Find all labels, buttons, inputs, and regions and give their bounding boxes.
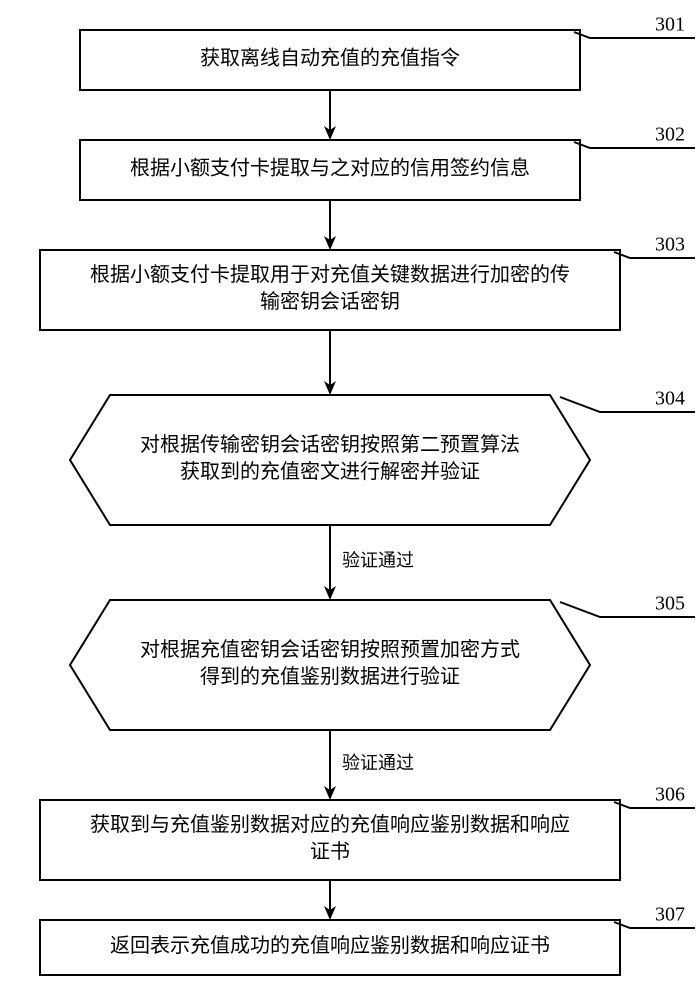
flow-node-n302: 根据小额支付卡提取与之对应的信用签约信息: [80, 140, 580, 200]
flow-node-n306: 获取到与充值鉴别数据对应的充值响应鉴别数据和响应证书: [40, 800, 620, 880]
flow-node-text: 获取到的充值密文进行解密并验证: [180, 460, 480, 483]
flow-node-text: 对根据充值密钥会话密钥按照预置加密方式: [140, 638, 520, 661]
flow-node-n305: 对根据充值密钥会话密钥按照预置加密方式得到的充值鉴别数据进行验证: [70, 600, 590, 730]
step-number: 303: [655, 234, 685, 256]
step-number: 306: [655, 784, 685, 806]
step-number: 307: [655, 904, 685, 926]
flow-node-n301: 获取离线自动充值的充值指令: [80, 30, 580, 90]
step-number: 301: [655, 14, 685, 36]
flow-node-text: 获取到与充值鉴别数据对应的充值响应鉴别数据和响应: [90, 813, 570, 836]
flow-edge-label: 验证通过: [342, 551, 414, 571]
flow-node-text: 根据小额支付卡提取与之对应的信用签约信息: [130, 157, 530, 180]
step-number: 304: [655, 388, 685, 410]
step-number: 302: [655, 124, 685, 146]
flowchart-diagram: 验证通过验证通过 获取离线自动充值的充值指令根据小额支付卡提取与之对应的信用签约…: [0, 0, 700, 1000]
step-number: 305: [655, 593, 685, 615]
flow-node-n303: 根据小额支付卡提取用于对充值关键数据进行加密的传输密钥会话密钥: [40, 250, 620, 330]
flow-edge-label: 验证通过: [342, 753, 414, 773]
flow-node-text: 得到的充值鉴别数据进行验证: [200, 665, 460, 688]
flow-node-text: 对根据传输密钥会话密钥按照第二预置算法: [140, 433, 520, 456]
flow-node-text: 获取离线自动充值的充值指令: [200, 47, 460, 70]
flow-node-text: 根据小额支付卡提取用于对充值关键数据进行加密的传: [90, 263, 570, 286]
flow-node-text: 输密钥会话密钥: [260, 290, 400, 313]
flow-node-n304: 对根据传输密钥会话密钥按照第二预置算法获取到的充值密文进行解密并验证: [70, 395, 590, 525]
flow-node-text: 证书: [310, 840, 350, 863]
flow-node-text: 返回表示充值成功的充值响应鉴别数据和响应证书: [110, 934, 550, 957]
flow-node-n307: 返回表示充值成功的充值响应鉴别数据和响应证书: [40, 920, 620, 975]
